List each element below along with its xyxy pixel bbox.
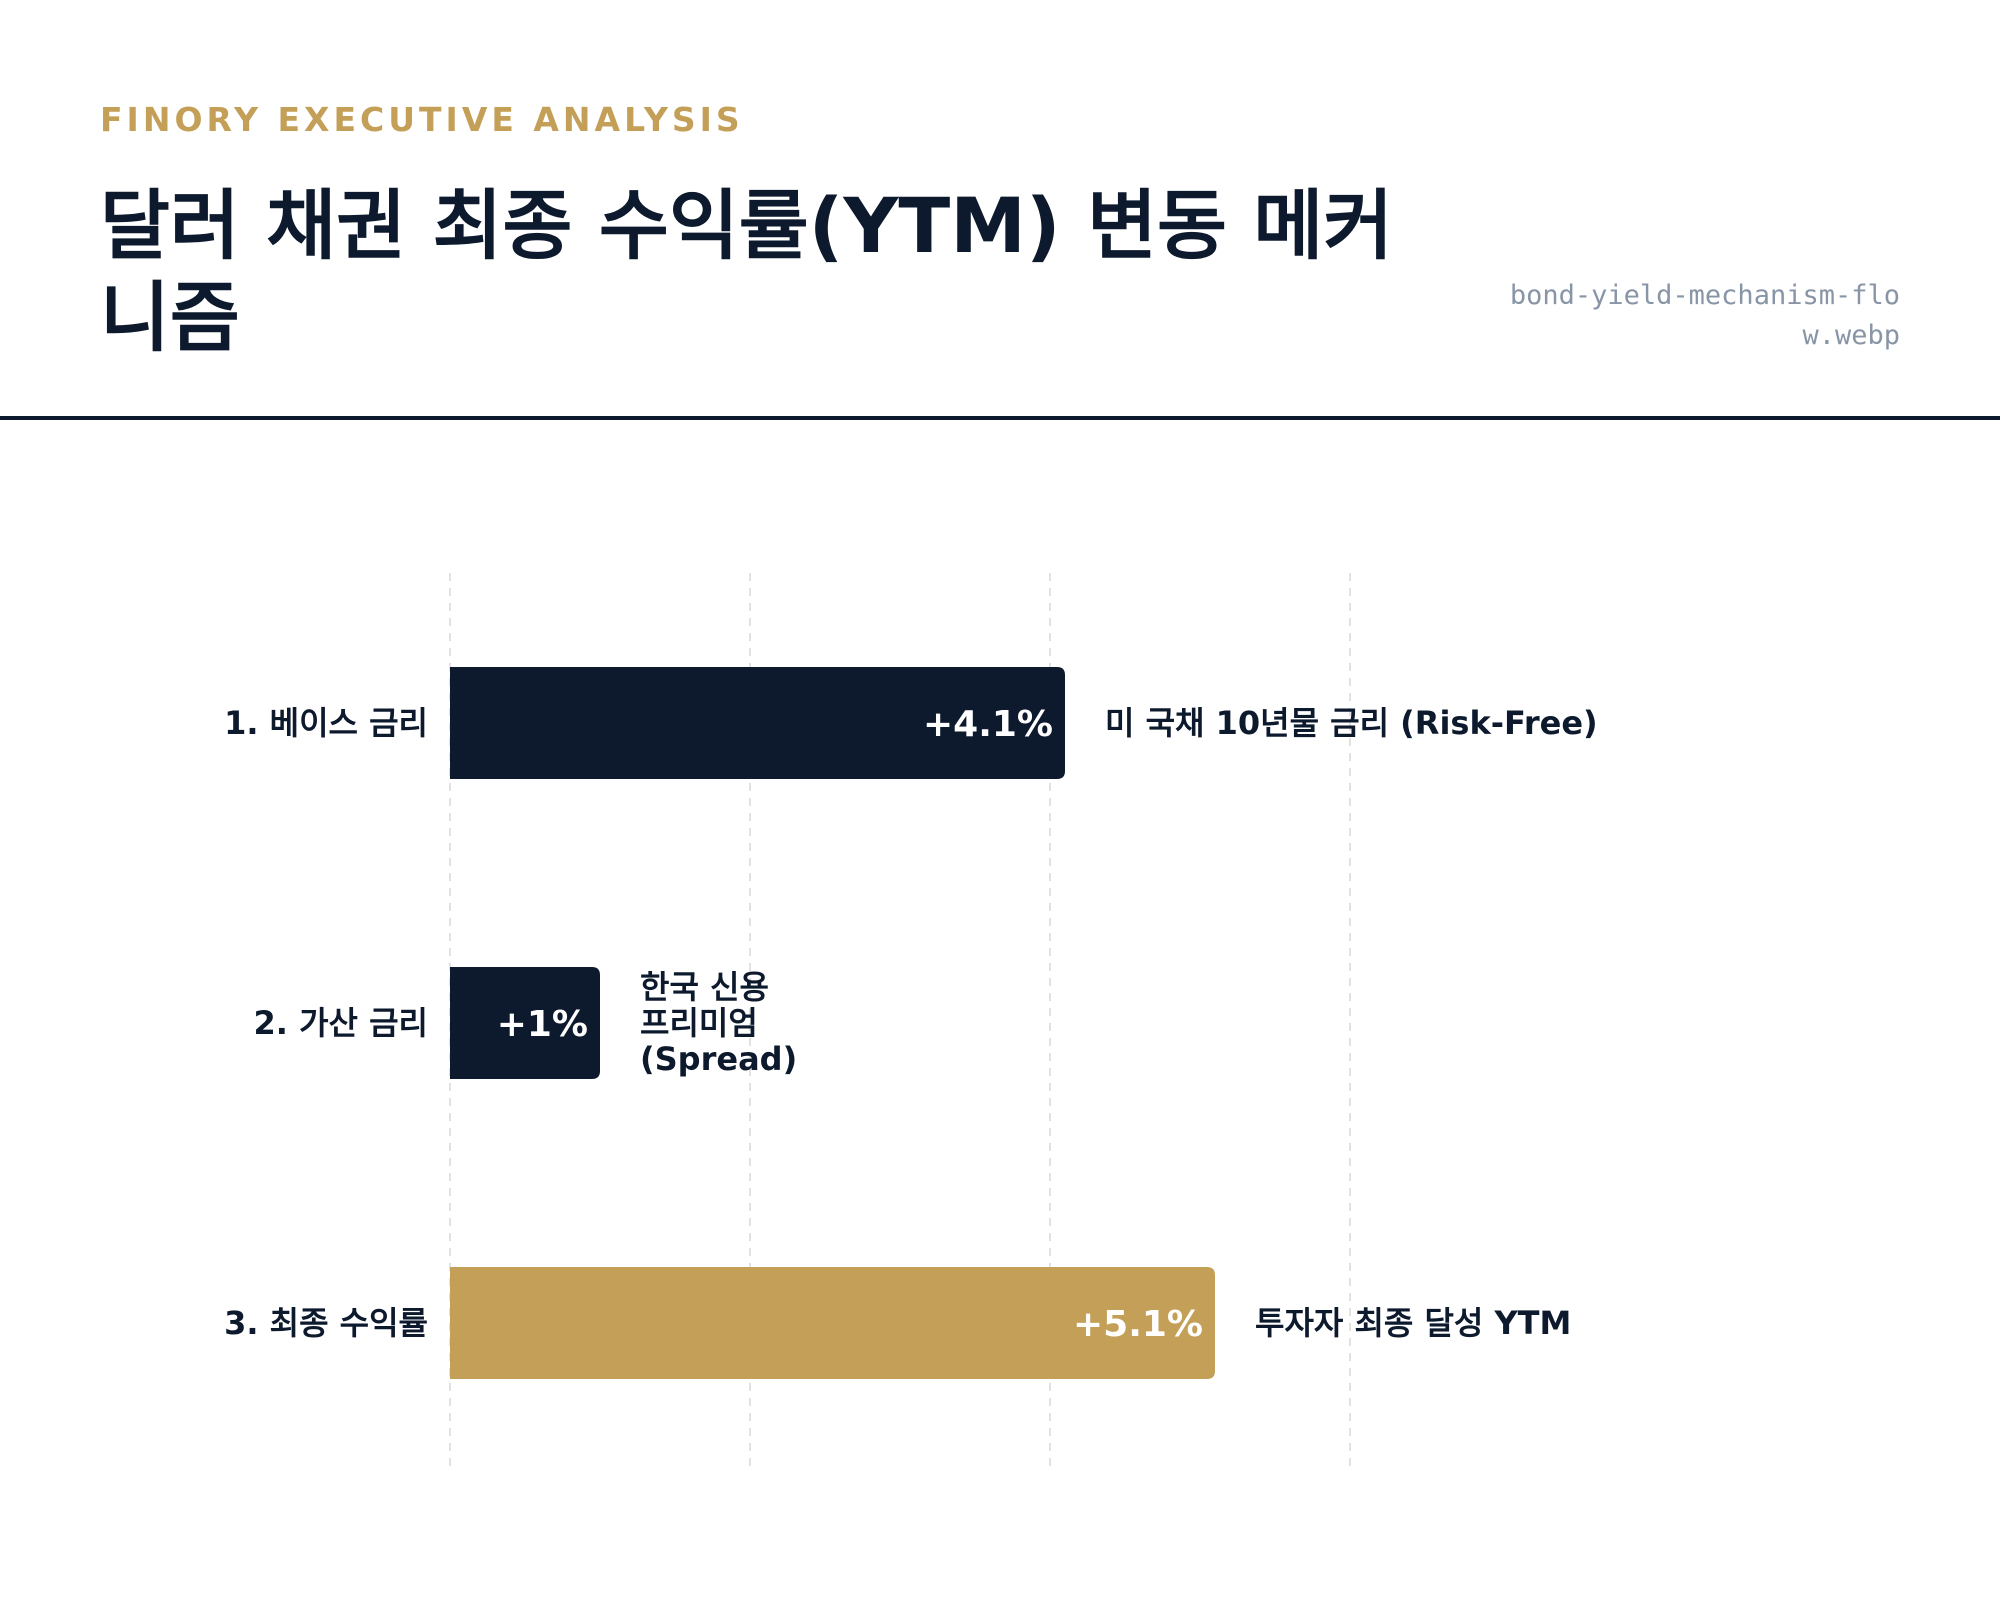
- category-label-1: 1. 베이스 금리: [224, 704, 428, 742]
- bar-value-label-3: +5.1%: [1073, 1304, 1203, 1345]
- bar-description-3: 투자자 최종 달성 YTM: [1255, 1304, 1571, 1342]
- file-name: bond-yield-mechanism-flow.webp: [1509, 280, 1900, 351]
- bar-description-2-line-2: 프리미엄: [640, 1004, 758, 1042]
- bar-description-1: 미 국채 10년물 금리 (Risk-Free): [1105, 704, 1598, 742]
- bar-value-label-2: +1%: [497, 1004, 588, 1045]
- bar-1: [450, 667, 1065, 779]
- bar-2: [450, 967, 600, 1079]
- bar-description-2-line-1: 한국 신용: [640, 968, 769, 1006]
- category-label-2: 2. 가산 금리: [254, 1004, 428, 1042]
- bar-description-2-line-3: (Spread): [640, 1040, 797, 1078]
- bar-value-label-1: +4.1%: [923, 704, 1053, 745]
- header-divider: [0, 416, 2000, 420]
- brand-label: FINORY EXECUTIVE ANALYSIS: [100, 100, 744, 139]
- category-label-3: 3. 최종 수익률: [224, 1304, 428, 1342]
- page-title: 달러 채권 최종 수익률(YTM) 변동 메커니즘: [100, 181, 1394, 362]
- bar-3: [450, 1267, 1215, 1379]
